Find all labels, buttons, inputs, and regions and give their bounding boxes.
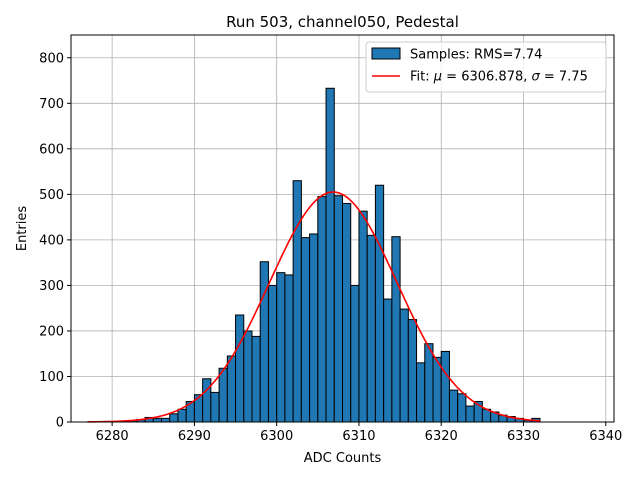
x-tick-label: 6340 — [589, 429, 622, 444]
legend-samples-swatch — [371, 47, 401, 60]
histogram-bar — [309, 233, 319, 423]
y-axis-title: Entries — [15, 206, 30, 252]
histogram-bar — [374, 184, 385, 423]
y-tick-label: 600 — [39, 142, 64, 157]
x-tick-label: 6310 — [342, 429, 375, 444]
x-axis: 6280 6290 6300 6310 6320 6330 6340 — [96, 422, 622, 444]
histogram-bar — [358, 210, 368, 423]
legend-sigma-value: = 7.75 — [540, 70, 588, 85]
histogram-bar — [333, 195, 344, 423]
x-axis-title: ADC Counts — [304, 451, 382, 466]
histogram-bar — [325, 87, 335, 423]
histogram-bar — [243, 330, 253, 423]
histogram-bar — [366, 234, 376, 423]
plot-area-frame — [70, 34, 615, 423]
legend-mu-value: = 6306.878, — [442, 70, 531, 85]
chart-title: Run 503, channel050, Pedestal — [226, 13, 459, 31]
histogram-bar — [202, 378, 212, 423]
fit-curve — [87, 191, 541, 423]
histogram-bar — [177, 408, 187, 423]
histogram-bar — [383, 298, 393, 423]
legend-sigma-symbol: σ — [532, 70, 541, 85]
histogram-bar — [161, 417, 171, 423]
histogram-bar — [267, 284, 278, 423]
x-tick-label: 6290 — [178, 429, 211, 444]
histogram-bar — [448, 389, 459, 423]
legend: Samples: RMS=7.74 Fit: μ = 6306.878, σ =… — [365, 41, 607, 93]
histogram-bar — [210, 391, 220, 423]
legend-box — [365, 41, 607, 93]
x-tick-label: 6320 — [425, 429, 458, 444]
y-tick-label: 300 — [39, 279, 64, 294]
histogram-bar — [407, 319, 418, 423]
histogram-bar — [300, 237, 311, 423]
histogram-bar — [218, 367, 228, 423]
histogram-bar — [292, 180, 302, 423]
histogram-bar — [457, 393, 467, 423]
y-axis: 0 100 200 300 400 500 600 700 800 — [39, 51, 71, 431]
histogram-bar — [350, 284, 360, 423]
x-tick-label: 6280 — [96, 429, 129, 444]
y-tick-label: 500 — [39, 188, 64, 203]
histogram-bar — [424, 343, 434, 423]
histogram-bar — [416, 362, 426, 423]
fit-curve-group — [87, 191, 541, 423]
y-tick-label: 200 — [39, 324, 64, 339]
histogram-bar — [251, 335, 261, 423]
histogram-bar — [440, 350, 450, 423]
histogram-bars — [119, 87, 541, 423]
legend-samples-label: Samples: RMS=7.74 — [410, 48, 542, 63]
histogram-bar — [226, 355, 237, 423]
legend-fit-label: Fit: μ = 6306.878, σ = 7.75 — [410, 70, 588, 85]
histogram-bar — [152, 417, 162, 423]
legend-mu-symbol: μ — [433, 70, 442, 85]
histogram-bar — [399, 308, 409, 423]
histogram-bar — [391, 236, 401, 423]
histogram-bar — [342, 202, 352, 423]
histogram-bar — [235, 314, 245, 423]
histogram-bar — [284, 274, 294, 423]
x-tick-label: 6330 — [507, 429, 540, 444]
histogram-bar — [317, 196, 327, 423]
y-tick-label: 400 — [39, 233, 64, 248]
y-tick-label: 800 — [39, 51, 64, 66]
histogram-bar — [465, 405, 475, 423]
y-tick-label: 0 — [56, 416, 64, 431]
legend-fit-prefix: Fit: — [410, 70, 434, 85]
y-tick-label: 100 — [39, 370, 64, 385]
histogram-bar — [432, 356, 442, 423]
y-tick-label: 700 — [39, 97, 64, 112]
histogram-bar — [276, 272, 286, 423]
histogram-bar — [169, 413, 179, 423]
x-tick-label: 6300 — [260, 429, 293, 444]
